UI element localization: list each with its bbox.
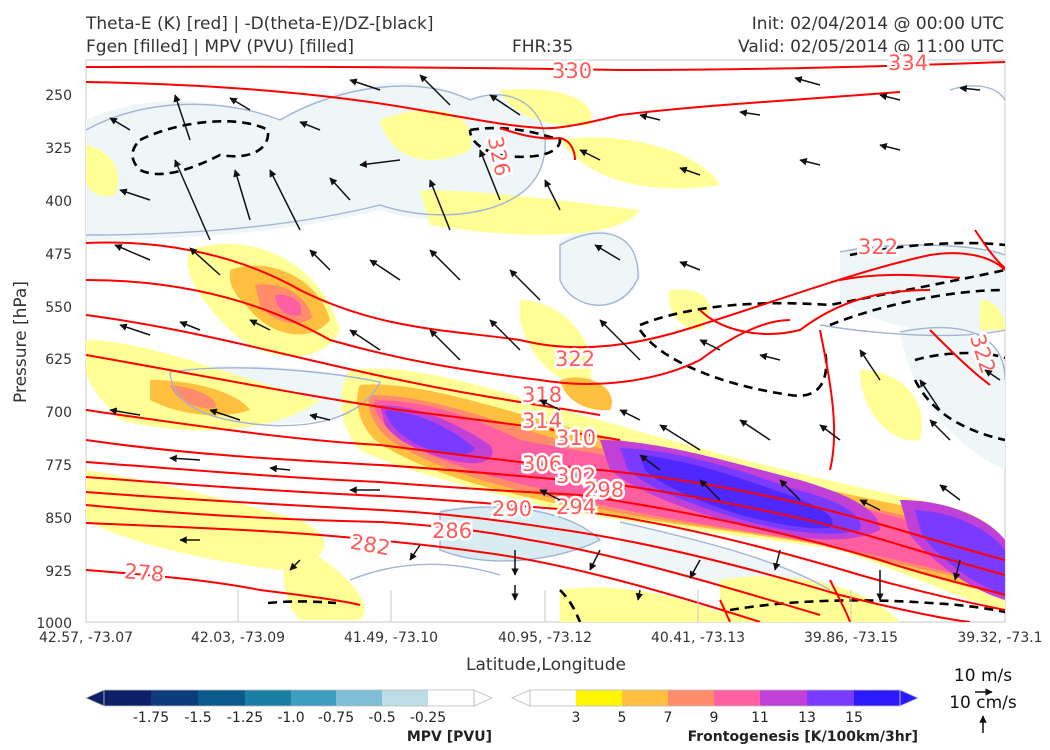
y-tick-label: 1000 xyxy=(36,616,72,632)
theta-e-label: 298 xyxy=(584,478,624,502)
theta-e-label: 278 xyxy=(123,559,165,586)
mpv-colorbar: -1.75 -1.5 -1.25 -1.0 -0.75 -0.5 -0.25 M… xyxy=(85,689,493,745)
forecast-hour: FHR:35 xyxy=(512,37,574,57)
wind-vectors xyxy=(109,74,1001,601)
mpv-colorbar-label: MPV [PVU] xyxy=(407,729,492,745)
y-tick-label: 775 xyxy=(45,458,72,474)
theta-e-label: 330 xyxy=(552,59,592,83)
mpv-tick: -1.75 xyxy=(133,710,169,726)
theta-e-contours xyxy=(86,61,1005,622)
fgen-tick: 11 xyxy=(751,710,769,726)
fgen-colorbar-label: Frontogenesis [K/100km/3hr] xyxy=(688,729,918,745)
fgen-tick: 15 xyxy=(845,710,863,726)
x-tick-label: 40.95, -73.12 xyxy=(498,630,592,646)
filled-fields xyxy=(86,82,1005,622)
x-tick-label: 40.41, -73.13 xyxy=(651,630,745,646)
y-tick-label: 475 xyxy=(45,247,72,263)
fgen-tick: 13 xyxy=(798,710,816,726)
theta-e-label: 322 xyxy=(555,347,595,371)
x-tick-label: 41.49, -73.10 xyxy=(344,630,438,646)
y-tick-label: 700 xyxy=(45,405,72,421)
theta-e-label: 310 xyxy=(556,426,596,450)
mpv-tick: -0.25 xyxy=(410,710,446,726)
mpv-tick: -1.0 xyxy=(277,710,304,726)
theta-e-labels: 330 334 326 322 322 322 318 314 310 306 … xyxy=(121,49,1003,590)
mpv-tick: -0.5 xyxy=(368,710,395,726)
vector-key-vertical: 10 cm/s xyxy=(949,693,1017,713)
fgen-tick: 7 xyxy=(664,710,673,726)
y-tick-label: 325 xyxy=(45,141,72,157)
theta-e-label: 302 xyxy=(556,464,596,488)
theta-e-label: 322 xyxy=(858,235,898,259)
fgen-tick: 3 xyxy=(572,710,581,726)
fgen-tick: 5 xyxy=(618,710,627,726)
mpv-tick: -0.75 xyxy=(318,710,354,726)
vector-key-horizontal: 10 m/s xyxy=(954,666,1012,686)
theta-e-label: 306 xyxy=(522,452,562,476)
theta-e-label: 286 xyxy=(432,519,472,543)
mpv-tick: -1.25 xyxy=(227,710,263,726)
mpv-tick: -1.5 xyxy=(184,710,211,726)
y-tick-label: 550 xyxy=(45,300,72,316)
y-axis-title: Pressure [hPa] xyxy=(11,281,31,403)
dtheta-dz-contours xyxy=(131,120,1005,622)
title-line-1: Theta-E (K) [red] | -D(theta-E)/DZ-[blac… xyxy=(86,14,434,34)
y-tick-label: 250 xyxy=(45,88,72,104)
theta-e-label: 318 xyxy=(522,383,562,407)
x-tick-label: 42.03, -73.09 xyxy=(191,630,285,646)
theta-e-label: 290 xyxy=(492,497,532,521)
init-time: Init: 02/04/2014 @ 00:00 UTC xyxy=(751,14,1004,34)
x-tick-label: 39.32, -73.1 xyxy=(957,630,1042,646)
vector-key: 10 m/s 10 cm/s xyxy=(949,666,1017,733)
y-tick-label: 925 xyxy=(45,564,72,580)
y-tick-label: 400 xyxy=(45,194,72,210)
x-axis-title: Latitude,Longitude xyxy=(466,655,626,675)
fgen-tick: 9 xyxy=(710,710,719,726)
theta-e-label: 314 xyxy=(522,409,562,433)
theta-e-label: 334 xyxy=(888,51,928,75)
y-tick-label: 625 xyxy=(45,352,72,368)
y-axis: 250 325 400 475 550 625 700 775 850 925 … xyxy=(11,88,72,632)
valid-time: Valid: 02/05/2014 @ 11:00 UTC xyxy=(738,37,1004,57)
x-tick-label: 39.86, -73.15 xyxy=(804,630,898,646)
theta-e-label: 294 xyxy=(556,495,596,519)
x-tick-label: 42.57, -73.07 xyxy=(39,630,133,646)
y-tick-label: 850 xyxy=(45,511,72,527)
fgen-colorbar: 3 5 7 9 11 13 15 Frontogenesis [K/100km/… xyxy=(511,689,919,745)
x-axis: 42.57, -73.07 42.03, -73.09 41.49, -73.1… xyxy=(39,590,1043,675)
mpv-contours xyxy=(86,85,1005,591)
title-line-2: Fgen [filled] | MPV (PVU) [filled] xyxy=(86,37,355,57)
